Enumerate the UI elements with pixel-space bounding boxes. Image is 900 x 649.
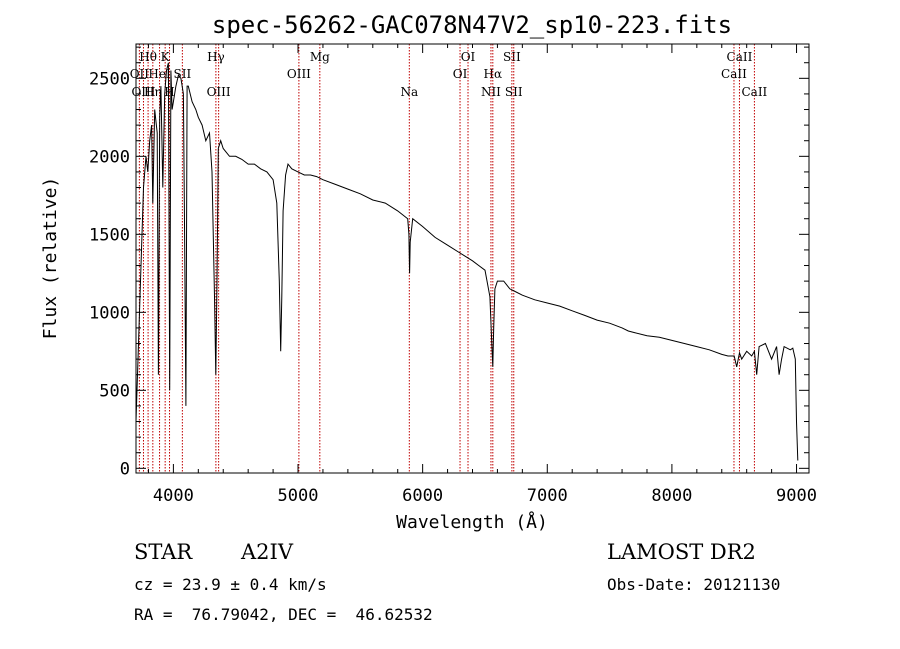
line-marker-label: H <box>164 85 174 99</box>
spectral-line-markers: HθOIIOIIIKHeIHηSIIHHγOIIIMgOIIINaOIOISII… <box>130 44 768 473</box>
x-tick-label: 4000 <box>153 486 194 506</box>
line-marker-label: K <box>161 50 171 64</box>
line-marker-label: OI <box>461 50 476 64</box>
y-tick-label: 500 <box>99 381 130 401</box>
line-marker-label: HeI <box>148 67 171 81</box>
line-marker-label: SII <box>503 50 521 64</box>
survey-name: LAMOST DR2 <box>607 540 756 564</box>
line-marker-label: Hγ <box>207 50 225 64</box>
chart-title: spec-56262-GAC078N47V2_sp10-223.fits <box>212 11 732 39</box>
y-tick-label: 1500 <box>89 225 130 245</box>
x-tick-label: 9000 <box>776 486 817 506</box>
x-tick-label: 7000 <box>527 486 568 506</box>
line-marker-label: OIII <box>287 67 311 81</box>
line-marker-label: Hα <box>484 67 503 81</box>
line-marker-label: OII <box>130 67 150 81</box>
line-marker-label: OIII <box>207 85 231 99</box>
x-axis: 4000 5000 6000 7000 8000 9000 <box>147 44 817 506</box>
line-marker-label: Mg <box>310 50 330 64</box>
line-marker-label: CaII <box>721 67 747 81</box>
x-tick-label: 6000 <box>402 486 443 506</box>
x-tick-label: 5000 <box>278 486 319 506</box>
x-axis-label: Wavelength (Å) <box>396 511 548 533</box>
y-axis-label: Flux (relative) <box>40 177 61 340</box>
object-class: STAR <box>134 540 193 564</box>
y-tick-label: 2000 <box>89 147 130 167</box>
line-marker-label: CaII <box>741 85 767 99</box>
line-marker-label: SII <box>174 67 192 81</box>
line-marker-label: Hη <box>144 85 162 99</box>
y-tick-label: 1000 <box>89 303 130 323</box>
redshift-readout: cz = 23.9 ± 0.4 km/s <box>134 575 327 594</box>
line-marker-label: OI <box>453 67 468 81</box>
y-axis: 0 500 1000 1500 2000 2500 <box>89 46 809 479</box>
spectrum-series-line <box>135 62 799 461</box>
line-marker-label: NII <box>481 85 501 99</box>
observation-date: Obs-Date: 20121130 <box>607 575 781 594</box>
y-tick-label: 2500 <box>89 69 130 89</box>
coordinates-readout: RA = 76.79042, DEC = 46.62532 <box>134 605 433 624</box>
line-marker-label: Na <box>400 85 418 99</box>
object-subclass: A2IV <box>241 540 293 564</box>
x-tick-label: 8000 <box>651 486 692 506</box>
line-marker-label: OIII <box>131 85 155 99</box>
y-tick-label: 0 <box>120 459 130 479</box>
line-marker-label: Hθ <box>139 50 157 64</box>
line-marker-label: CaII <box>727 50 753 64</box>
plot-frame <box>135 43 810 474</box>
line-marker-label: SII <box>505 85 523 99</box>
